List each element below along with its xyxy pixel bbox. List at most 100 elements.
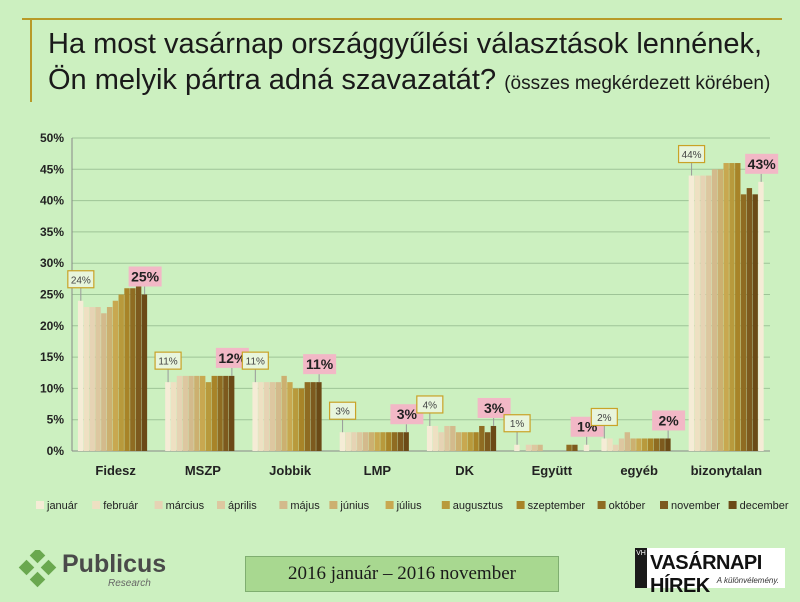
data-label-last: 2% — [659, 412, 680, 428]
bar — [490, 425, 497, 451]
bar — [351, 432, 357, 451]
bar — [182, 375, 188, 451]
bar — [83, 307, 90, 451]
y-tick-label: 5% — [47, 413, 65, 427]
bar — [298, 388, 305, 451]
bar — [228, 375, 235, 451]
data-label-first: 44% — [682, 150, 702, 161]
bar — [735, 163, 741, 452]
bar — [525, 444, 532, 451]
vasarnapi-hirek-logo: VH VASÁRNAPI HÍREK A különvélemény. — [635, 548, 785, 597]
bar — [450, 425, 456, 451]
bar — [746, 188, 753, 451]
annotation-box-first — [328, 401, 357, 420]
bar — [706, 175, 712, 451]
annotation-box-last — [745, 153, 779, 174]
data-label-last: 12% — [218, 350, 247, 366]
x-tick-label: egyéb — [620, 463, 658, 478]
bar — [391, 432, 398, 451]
bar — [537, 444, 543, 451]
bar — [613, 444, 619, 451]
bar — [583, 444, 590, 451]
data-label-last: 43% — [748, 156, 777, 172]
bar — [444, 425, 450, 451]
data-label-last: 25% — [131, 269, 160, 285]
bar — [700, 175, 706, 451]
legend-swatch — [154, 501, 163, 509]
y-tick-label: 10% — [40, 381, 64, 395]
bar — [758, 181, 764, 451]
y-tick-label: 0% — [47, 444, 65, 458]
bar — [135, 281, 142, 451]
bar — [281, 375, 287, 451]
bar — [461, 432, 468, 451]
legend-swatch — [385, 501, 394, 509]
y-tick-label: 25% — [40, 288, 64, 302]
annotation-box-first — [154, 351, 182, 370]
x-tick-label: Együtt — [532, 463, 573, 478]
bar — [165, 382, 171, 451]
data-label-last: 3% — [397, 406, 418, 422]
x-tick-label: DK — [455, 463, 474, 478]
bar — [264, 382, 270, 451]
bar — [368, 432, 375, 451]
bar — [106, 307, 113, 451]
legend-label: október — [609, 500, 646, 512]
bar — [380, 432, 386, 451]
bar — [484, 432, 491, 451]
bar — [101, 313, 107, 451]
annotation-box-first — [416, 395, 444, 414]
legend-swatch — [36, 501, 44, 509]
vh-badge: VH — [635, 548, 647, 588]
annotation-box-last — [215, 347, 249, 368]
bar — [223, 375, 229, 451]
title-line-1: Ha most vasárnap országgyűlési választás… — [48, 28, 763, 60]
bar — [636, 438, 642, 451]
data-label-last: 11% — [306, 356, 334, 372]
top-rule — [22, 18, 782, 20]
bar — [89, 307, 95, 451]
legend-swatch — [92, 501, 101, 509]
bar — [694, 175, 700, 451]
annotation-box-first — [590, 407, 618, 427]
bar — [304, 382, 311, 451]
bar — [729, 163, 735, 452]
legend-swatch — [516, 501, 525, 509]
x-tick-label: Fidesz — [95, 463, 136, 478]
bar — [665, 438, 671, 451]
bar — [112, 300, 119, 451]
y-tick-label: 15% — [40, 350, 64, 364]
x-tick-label: bizonytalan — [691, 463, 763, 478]
data-label-first: 1% — [510, 419, 525, 430]
bar — [205, 382, 212, 451]
bar — [566, 444, 572, 451]
bar — [170, 382, 177, 451]
legend-label: március — [166, 500, 205, 512]
publicus-name: Publicus — [62, 550, 167, 578]
bar — [630, 438, 636, 451]
bar — [624, 432, 631, 451]
legend-label: augusztus — [453, 500, 504, 512]
bar — [95, 307, 101, 451]
bar — [752, 194, 758, 451]
bar — [345, 432, 351, 451]
bar — [438, 432, 444, 451]
bar — [717, 169, 724, 452]
bar — [339, 432, 346, 451]
y-tick-label: 50% — [40, 131, 64, 145]
legend-label: szeptember — [528, 500, 586, 512]
left-rule — [30, 18, 32, 102]
annotation-box-first — [67, 270, 95, 289]
data-label-first: 11% — [158, 357, 177, 368]
y-tick-label: 40% — [40, 194, 64, 208]
legend-label: január — [46, 500, 78, 512]
period-box: 2016 január – 2016 november — [245, 556, 559, 592]
bar — [194, 375, 200, 451]
legend-swatch — [597, 501, 606, 509]
vasarnapi-hirek-name: VASÁRNAPI HÍREK — [650, 552, 762, 597]
legend-label: május — [290, 500, 320, 512]
bar — [275, 382, 282, 451]
bar — [124, 288, 130, 451]
chart-title: Ha most vasárnap országgyűlési választás… — [48, 26, 788, 102]
bar — [467, 432, 473, 451]
